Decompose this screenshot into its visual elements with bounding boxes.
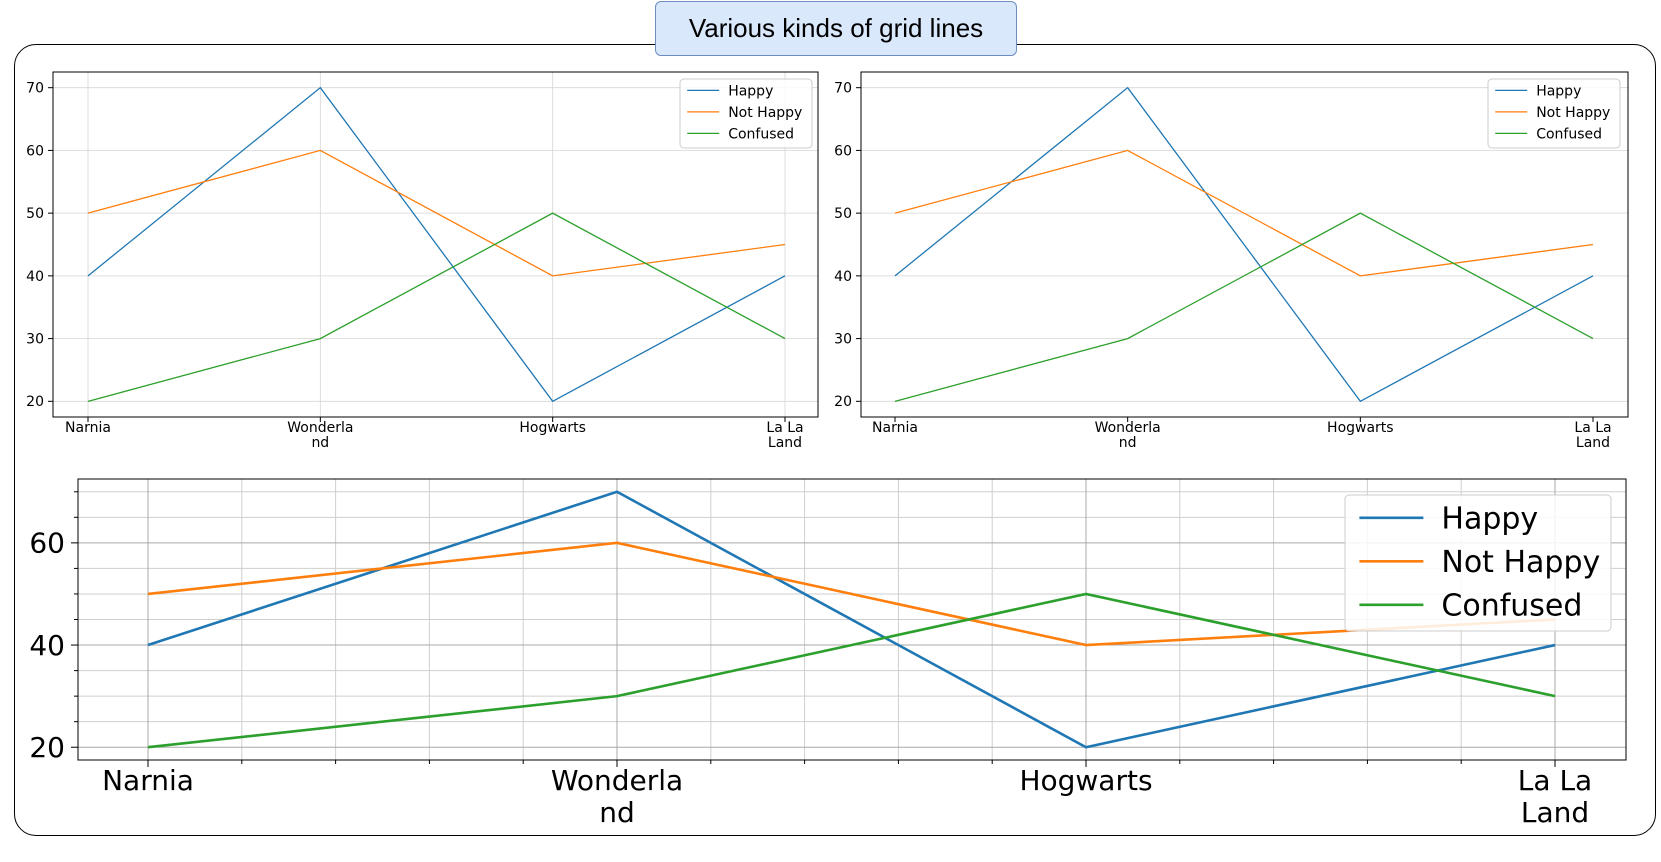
legend-label: Confused	[1536, 126, 1602, 142]
xtick-label: Wonderla nd	[1095, 420, 1161, 451]
axes-frame	[77, 478, 1627, 761]
series-line-not-happy	[87, 149, 786, 277]
ytick-label: 50	[834, 206, 852, 222]
legend: Happy Not Happy Confused	[679, 78, 813, 149]
ytick-label: 60	[834, 143, 852, 159]
ytick-label: 20	[29, 731, 65, 764]
legend-label: Not Happy	[1536, 105, 1610, 121]
legend: Happy Not Happy Confused	[1344, 494, 1612, 632]
legend-box	[679, 78, 813, 149]
ytick-label: 30	[834, 331, 852, 347]
series-line-not-happy	[894, 149, 1594, 277]
ytick-label: 40	[26, 269, 44, 285]
chart-3: 20 40 60 Narnia Wonderla nd Hogwarts La La Land H…	[29, 478, 1627, 829]
ytick-label: 70	[26, 81, 44, 97]
xtick-label: Wonderla nd	[551, 764, 683, 829]
legend-label: Happy	[1441, 501, 1538, 536]
legend-label: Not Happy	[1441, 545, 1600, 580]
ytick-label: 70	[834, 81, 852, 97]
series-line-confused	[87, 212, 786, 402]
ytick-label: 50	[26, 206, 44, 222]
series-line-confused	[147, 592, 1556, 749]
axes-frame	[860, 71, 1629, 418]
xtick-label: La La Land	[766, 420, 803, 451]
legend: Happy Not Happy Confused	[1487, 78, 1621, 149]
legend-label: Happy	[1536, 83, 1581, 99]
xtick-label: Hogwarts	[1327, 420, 1394, 436]
xtick-label: Narnia	[872, 420, 918, 436]
ytick-label: 60	[26, 143, 44, 159]
ytick-label: 20	[834, 394, 852, 410]
ytick-label: 40	[29, 629, 65, 662]
axes-frame	[52, 71, 819, 418]
xtick-label: La La Land	[1518, 764, 1592, 829]
xtick-label: Narnia	[65, 420, 111, 436]
ytick-label: 30	[26, 331, 44, 347]
ytick-label: 40	[834, 269, 852, 285]
chart-1: 20 30 40 50 60 70 Narnia Wonderla nd Hogwarts La L…	[26, 71, 819, 451]
figure-title: Various kinds of grid lines	[655, 1, 1017, 56]
ytick-label: 20	[26, 394, 44, 410]
xtick-label: Hogwarts	[519, 420, 586, 436]
series-line-confused	[894, 212, 1594, 402]
xtick-label: Wonderla nd	[287, 420, 353, 451]
legend-label: Confused	[728, 126, 794, 142]
series-line-not-happy	[147, 541, 1556, 647]
xtick-label: Narnia	[102, 764, 194, 797]
xtick-label: La La Land	[1574, 420, 1611, 451]
legend-label: Confused	[1441, 588, 1582, 623]
legend-label: Happy	[728, 83, 773, 99]
legend-label: Not Happy	[728, 105, 802, 121]
chart-2: 20 30 40 50 60 70 Narnia Wonderla nd Hogwarts La L…	[834, 71, 1629, 451]
legend-box	[1344, 494, 1612, 632]
legend-box	[1487, 78, 1621, 149]
xtick-label: Hogwarts	[1019, 764, 1152, 797]
ytick-label: 60	[29, 527, 65, 560]
